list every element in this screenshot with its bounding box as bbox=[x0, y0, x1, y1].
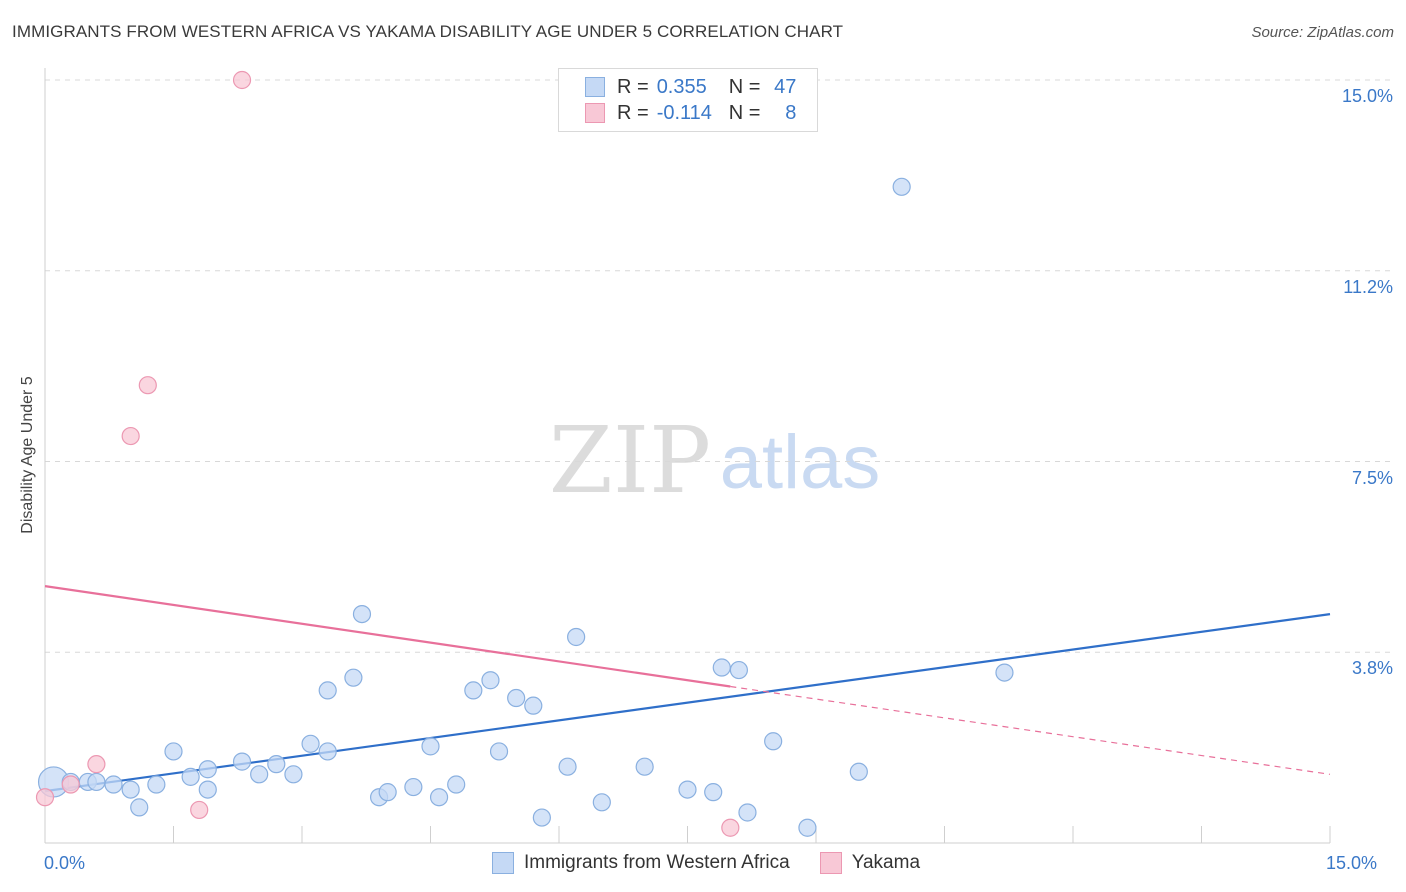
correlation-legend: R = 0.355 N = 47 R = -0.114 N = 8 bbox=[558, 68, 818, 132]
point-western-africa bbox=[447, 775, 466, 794]
legend-r-value: 0.355 bbox=[656, 75, 707, 98]
point-western-africa bbox=[464, 681, 483, 700]
point-western-africa bbox=[318, 742, 337, 761]
y-tick-label: 15.0% bbox=[1341, 86, 1393, 106]
point-yakama bbox=[232, 70, 252, 90]
point-western-africa bbox=[232, 752, 252, 771]
watermark: ZIP atlas bbox=[549, 407, 880, 514]
point-western-africa bbox=[250, 765, 269, 784]
point-western-africa bbox=[301, 734, 320, 753]
point-western-africa bbox=[798, 818, 817, 837]
y-tick-label: 3.8% bbox=[1351, 658, 1393, 679]
point-yakama bbox=[35, 788, 55, 807]
series-swatch-blue bbox=[492, 852, 514, 874]
point-yakama bbox=[721, 818, 740, 837]
point-western-africa bbox=[198, 780, 217, 799]
point-western-africa bbox=[558, 757, 577, 776]
chart-title: IMMIGRANTS FROM WESTERN AFRICA VS YAKAMA… bbox=[12, 22, 844, 41]
series-legend-label-2: Yakama bbox=[851, 852, 921, 873]
point-western-africa bbox=[318, 681, 337, 700]
point-yakama bbox=[87, 755, 106, 774]
trend-line-solid bbox=[44, 585, 731, 688]
point-western-africa bbox=[481, 671, 500, 690]
point-western-africa bbox=[704, 783, 723, 802]
point-yakama bbox=[138, 376, 157, 395]
point-western-africa bbox=[344, 668, 363, 687]
legend-r-label: R = bbox=[617, 101, 649, 124]
data-points bbox=[35, 70, 1014, 837]
point-western-africa bbox=[524, 696, 543, 715]
watermark-atlas: atlas bbox=[720, 420, 881, 505]
point-western-africa bbox=[532, 808, 551, 827]
point-western-africa bbox=[567, 627, 586, 647]
point-western-africa bbox=[892, 177, 911, 196]
legend-r-label: R = bbox=[617, 75, 649, 98]
series-legend-item-2: Yakama bbox=[819, 852, 921, 874]
point-western-africa bbox=[738, 803, 757, 822]
point-western-africa bbox=[764, 732, 783, 751]
point-western-africa bbox=[164, 742, 183, 761]
x-tick-min: 0.0% bbox=[44, 853, 86, 873]
legend-row-series2: R = -0.114 N = 8 bbox=[585, 100, 796, 126]
point-western-africa bbox=[712, 658, 731, 677]
point-western-africa bbox=[592, 793, 611, 812]
point-western-africa bbox=[849, 762, 868, 781]
axes bbox=[44, 68, 1331, 844]
legend-r-value: -0.114 bbox=[656, 101, 712, 124]
legend-row-series1: R = 0.355 N = 47 bbox=[585, 74, 796, 100]
point-western-africa bbox=[147, 775, 166, 794]
point-western-africa bbox=[378, 783, 397, 802]
point-western-africa bbox=[507, 688, 526, 708]
series-legend-item-1: Immigrants from Western Africa bbox=[492, 852, 790, 874]
point-yakama bbox=[190, 800, 209, 820]
legend-swatch-blue bbox=[585, 77, 605, 97]
point-western-africa bbox=[404, 777, 423, 797]
point-western-africa bbox=[421, 737, 440, 756]
trend-line bbox=[44, 613, 1331, 793]
point-western-africa bbox=[352, 604, 372, 624]
point-western-africa bbox=[729, 660, 749, 680]
point-western-africa bbox=[130, 798, 149, 817]
trend-line-extension bbox=[730, 685, 1331, 775]
point-western-africa bbox=[267, 755, 286, 774]
series-legend: Immigrants from Western Africa Yakama bbox=[492, 852, 950, 874]
point-yakama bbox=[121, 426, 140, 446]
point-yakama bbox=[61, 775, 80, 794]
y-tick-label: 11.2% bbox=[1343, 276, 1393, 297]
y-axis-label: Disability Age Under 5 bbox=[19, 376, 36, 534]
point-western-africa bbox=[635, 757, 654, 776]
x-tick-max: 15.0% bbox=[1326, 853, 1378, 873]
legend-swatch-pink bbox=[585, 103, 605, 123]
series-swatch-pink bbox=[819, 852, 842, 874]
trend-lines bbox=[44, 585, 1331, 793]
legend-n-value: 8 bbox=[785, 101, 797, 124]
point-western-africa bbox=[678, 780, 697, 799]
point-western-africa bbox=[489, 742, 509, 761]
legend-n-label: N = bbox=[728, 75, 761, 98]
legend-n-label: N = bbox=[728, 101, 761, 124]
point-western-africa bbox=[87, 772, 106, 792]
point-western-africa bbox=[121, 780, 140, 799]
point-western-africa bbox=[181, 767, 200, 786]
point-western-africa bbox=[429, 788, 449, 807]
point-western-africa bbox=[995, 663, 1014, 682]
y-tick-label: 7.5% bbox=[1351, 467, 1393, 488]
point-western-africa bbox=[198, 760, 217, 779]
point-western-africa bbox=[284, 765, 303, 784]
point-western-africa bbox=[104, 775, 123, 794]
chart-source: Source: ZipAtlas.com bbox=[1251, 24, 1394, 41]
legend-n-value: 47 bbox=[774, 75, 797, 98]
watermark-zip: ZIP bbox=[549, 407, 711, 514]
series-legend-label-1: Immigrants from Western Africa bbox=[524, 852, 790, 873]
grid-lines bbox=[45, 79, 1390, 653]
